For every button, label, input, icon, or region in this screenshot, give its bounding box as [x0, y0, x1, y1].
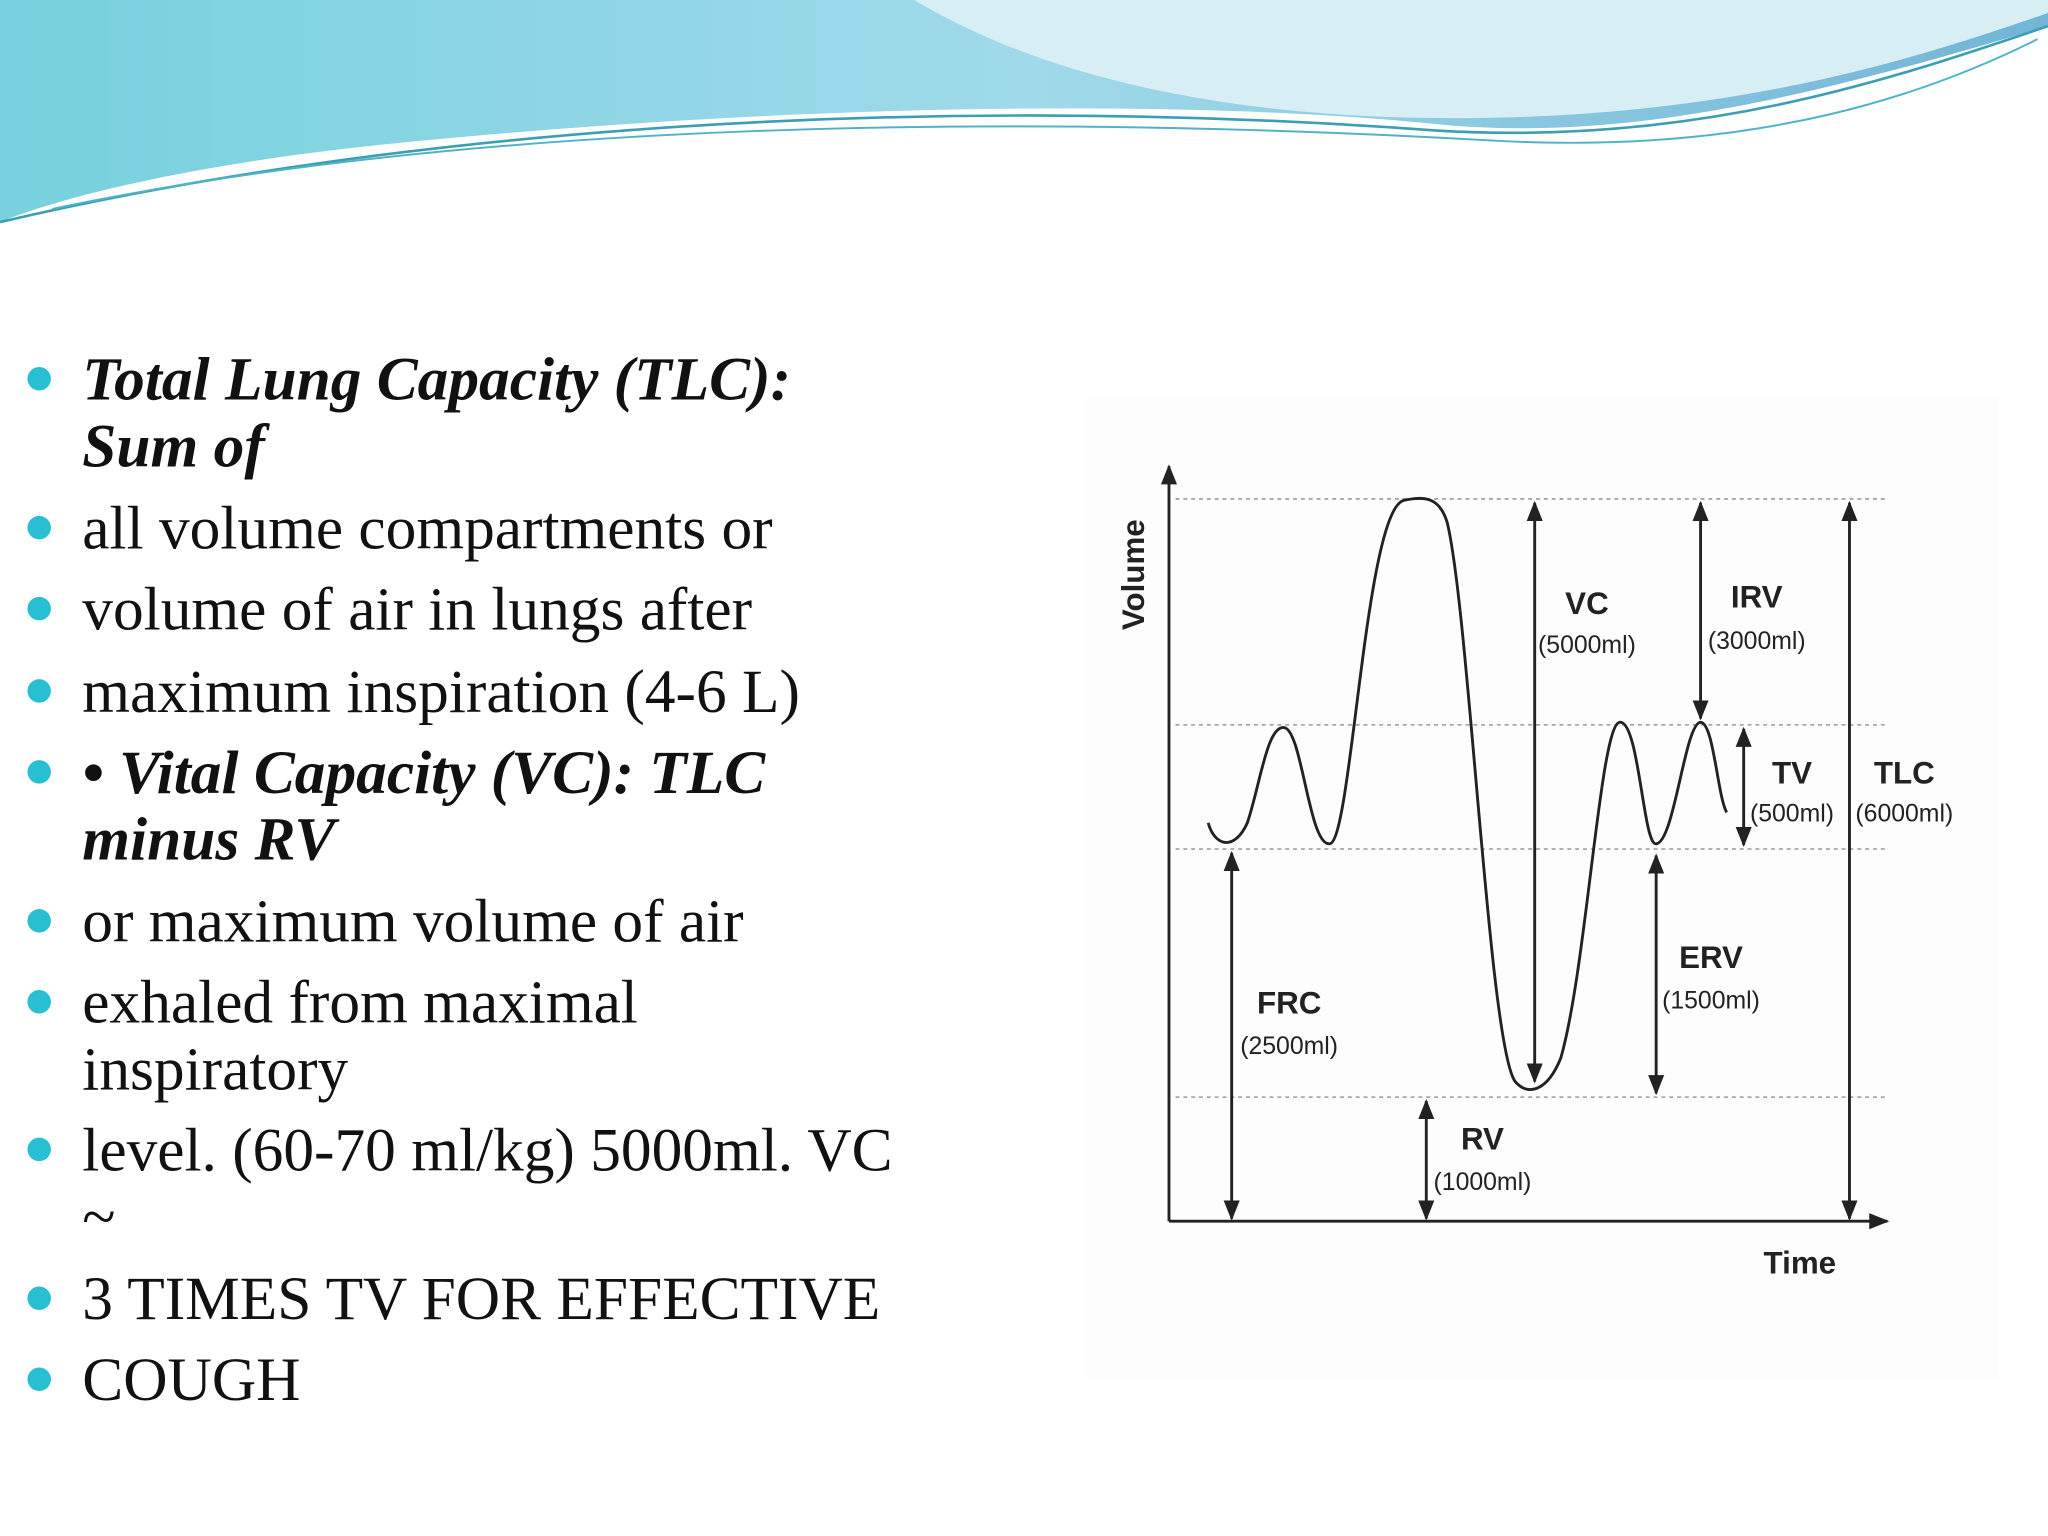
bullet-marker	[27, 679, 51, 703]
bullet-marker	[27, 1367, 51, 1392]
diagram-value: (1000ml)	[1434, 1169, 1532, 1196]
diagram-label: TLC	[1874, 756, 1935, 791]
bullet-text: exhaled from maximal	[82, 969, 638, 1037]
header-wave	[0, 0, 2048, 224]
diagram-value: (5000ml)	[1538, 632, 1636, 659]
bullet-marker	[27, 367, 51, 391]
bullet-text: inspiratory	[82, 1035, 348, 1103]
bullet-marker	[27, 760, 51, 784]
diagram-value: (3000ml)	[1708, 628, 1806, 655]
bullet-marker	[27, 515, 51, 540]
bullet-text: or maximum volume of air	[82, 888, 743, 956]
bullet-marker	[27, 596, 51, 621]
spirogram: Volume Time VC (5000ml) IRV (3000ml) TV …	[1086, 398, 1999, 1378]
bullet-marker	[27, 990, 51, 1014]
bullet-text: level. (60-70 ml/kg) 5000ml. VC	[82, 1116, 892, 1184]
diagram-label: IRV	[1731, 579, 1783, 614]
diagram-label: ERV	[1679, 940, 1743, 975]
bullet-marker	[27, 1286, 51, 1311]
bullet-list: Total Lung Capacity (TLC): Sum of all vo…	[27, 346, 893, 1414]
diagram-background	[1086, 398, 1999, 1378]
bullet-marker	[27, 909, 51, 933]
diagram-value: (6000ml)	[1855, 801, 1953, 828]
bullet-text: volume of air in lungs after	[82, 576, 752, 644]
bullet-text: Sum of	[82, 412, 270, 480]
diagram-label: FRC	[1257, 986, 1321, 1021]
diagram-label: TV	[1772, 756, 1812, 791]
diagram-label: RV	[1461, 1121, 1504, 1156]
volume-curve	[1206, 496, 1728, 1092]
diagram-value: (2500ml)	[1240, 1033, 1338, 1060]
bullet-marker	[27, 1137, 51, 1162]
axis-label: Time	[1764, 1245, 1837, 1280]
axis-label: Volume	[1116, 519, 1151, 630]
bullet-text: Total Lung Capacity (TLC):	[82, 346, 791, 414]
diagram-value: (500ml)	[1750, 801, 1834, 828]
bullet-text: 3 TIMES TV FOR EFFECTIVE	[82, 1265, 880, 1333]
diagram-label: VC	[1565, 586, 1609, 621]
bullet-text: maximum inspiration (4-6 L)	[82, 658, 800, 726]
bullet-text: • Vital Capacity (VC): TLC	[82, 739, 766, 807]
bullet-text: minus RV	[82, 805, 340, 873]
bullet-text: all volume compartments or	[82, 495, 772, 563]
diagram-value: (1500ml)	[1662, 987, 1760, 1014]
bullet-text: COUGH	[82, 1346, 300, 1414]
bullet-text: ~	[82, 1183, 115, 1251]
